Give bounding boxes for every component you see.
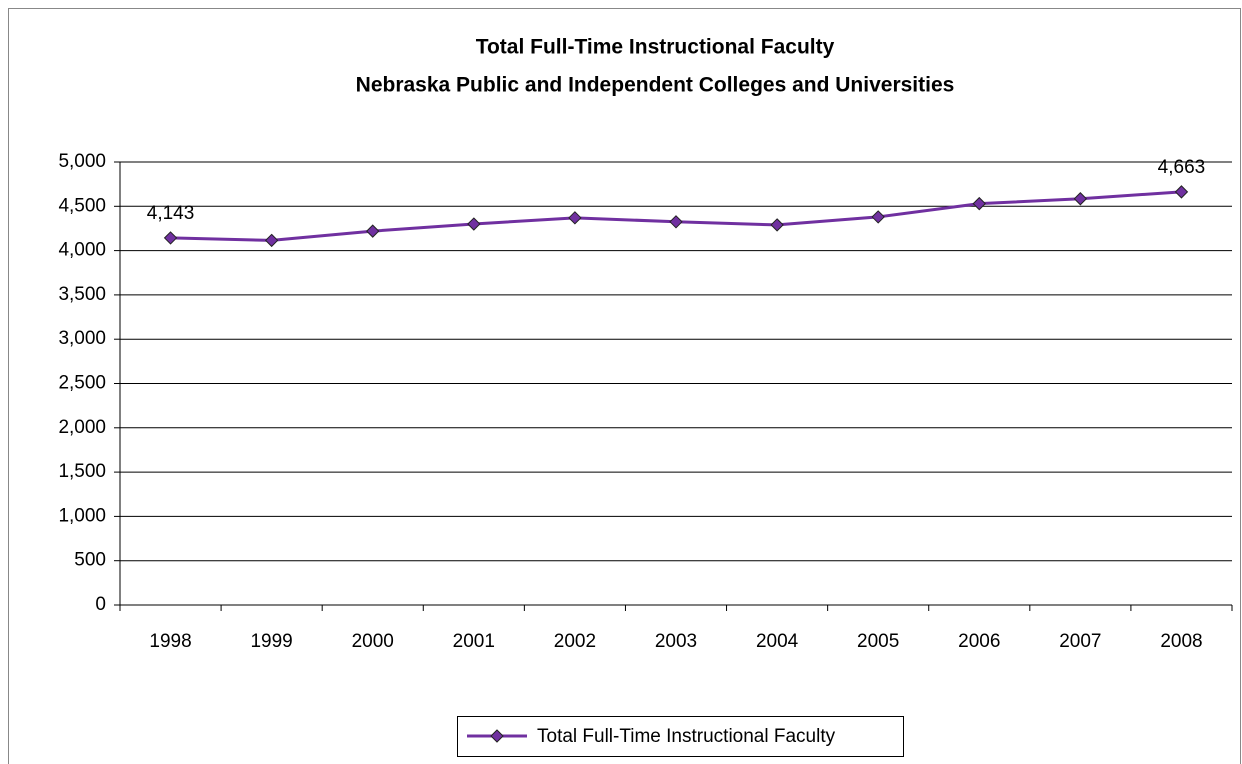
y-tick-label: 2,500	[58, 373, 106, 394]
x-tick-label: 2007	[1059, 631, 1101, 652]
data-point	[568, 211, 582, 225]
chart-title: Total Full-Time Instructional Faculty	[476, 36, 835, 59]
x-tick-label: 1999	[250, 631, 292, 652]
y-tick-label: 0	[95, 594, 106, 615]
legend-box	[457, 716, 904, 757]
x-tick-label: 2005	[857, 631, 899, 652]
data-point	[770, 218, 784, 232]
legend-marker	[490, 729, 504, 743]
x-tick-label: 2003	[655, 631, 697, 652]
x-tick-label: 2008	[1160, 631, 1202, 652]
x-tick-label: 2000	[352, 631, 394, 652]
y-tick-label: 1,000	[58, 505, 106, 526]
y-tick-label: 3,500	[58, 284, 106, 305]
x-tick-label: 2001	[453, 631, 495, 652]
y-tick-label: 1,500	[58, 461, 106, 482]
data-point	[1073, 192, 1088, 206]
y-tick-label: 2,000	[58, 417, 106, 438]
chart-frame	[8, 8, 1241, 764]
y-tick-label: 500	[74, 550, 106, 571]
data-label: 4,143	[147, 203, 195, 224]
y-tick-label: 4,000	[58, 240, 106, 261]
legend-label: Total Full-Time Instructional Faculty	[537, 726, 836, 747]
chart-subtitle: Nebraska Public and Independent Colleges…	[356, 74, 955, 97]
data-point	[871, 210, 885, 224]
data-point	[264, 233, 279, 248]
x-tick-label: 2002	[554, 631, 596, 652]
x-tick-label: 2004	[756, 631, 799, 652]
y-tick-label: 5,000	[58, 151, 106, 172]
data-point	[972, 196, 986, 211]
data-point	[467, 217, 481, 231]
data-point	[669, 215, 683, 229]
x-tick-label: 2006	[958, 631, 1000, 652]
data-point	[366, 224, 380, 238]
data-point	[163, 231, 178, 245]
y-tick-label: 3,000	[58, 328, 106, 349]
data-point	[1174, 185, 1189, 199]
x-tick-label: 1998	[149, 631, 191, 652]
y-tick-label: 4,500	[58, 195, 106, 216]
data-label: 4,663	[1158, 157, 1206, 178]
